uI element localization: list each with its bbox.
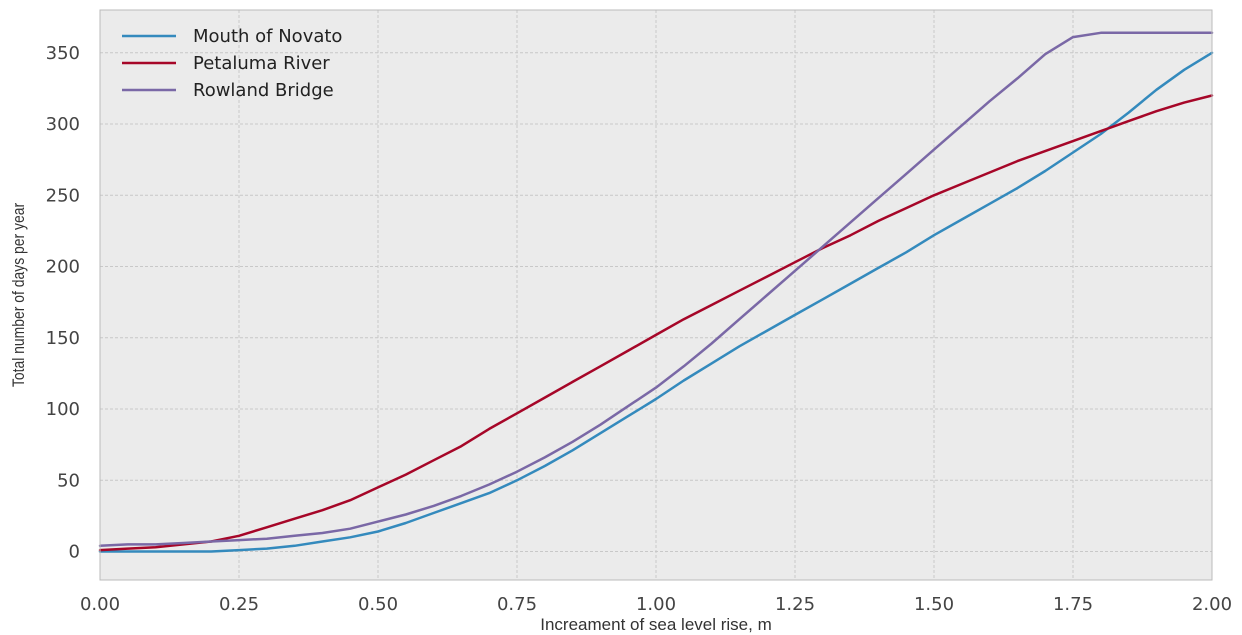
x-tick-label: 0.50 — [358, 594, 398, 615]
x-axis-label: Increament of sea level rise, m — [540, 615, 771, 634]
y-tick-label: 0 — [69, 542, 80, 563]
series-layer — [98, 31, 1214, 553]
y-axis-label: Total number of days per year — [10, 203, 29, 387]
legend: Mouth of Novato Petaluma River Rowland Bri… — [122, 26, 342, 101]
series-line-rowland-bridge — [98, 31, 1214, 548]
y-tick-label: 100 — [46, 399, 80, 420]
legend-label: Rowland Bridge — [193, 80, 334, 101]
x-tick-label: 2.00 — [1192, 594, 1232, 615]
x-tick-label: 0.00 — [80, 594, 120, 615]
x-tick-labels: 0.00 0.25 0.50 0.75 1.00 1.25 1.50 1.75 2.00 — [80, 594, 1232, 615]
x-tick-label: 1.25 — [775, 594, 815, 615]
x-tick-label: 1.00 — [636, 594, 676, 615]
x-tick-label: 0.25 — [219, 594, 259, 615]
y-tick-label: 250 — [46, 185, 80, 206]
y-tick-label: 50 — [57, 470, 80, 491]
x-tick-label: 1.75 — [1053, 594, 1093, 615]
series-line-mouth-of-novato — [98, 51, 1214, 553]
y-tick-label: 150 — [46, 328, 80, 349]
y-tick-label: 300 — [46, 114, 80, 135]
legend-label: Mouth of Novato — [193, 26, 342, 47]
x-tick-label: 1.50 — [914, 594, 954, 615]
series-line-petaluma-river — [98, 94, 1214, 552]
y-tick-label: 200 — [46, 257, 80, 278]
x-tick-label: 0.75 — [497, 594, 537, 615]
y-tick-labels: 0 50 100 150 200 250 300 350 — [46, 43, 80, 563]
plot-border — [99, 9, 1213, 581]
legend-label: Petaluma River — [193, 53, 330, 74]
y-tick-label: 350 — [46, 43, 80, 64]
